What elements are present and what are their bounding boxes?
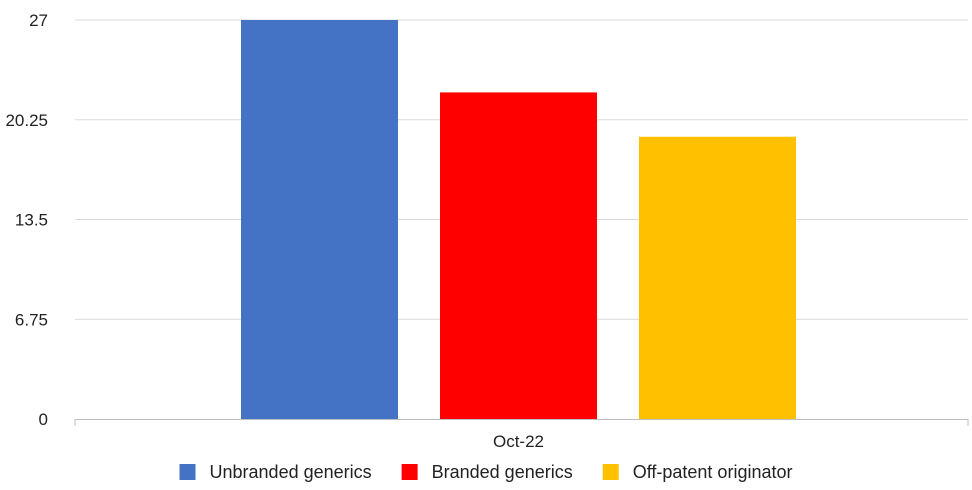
legend-label: Off-patent originator (633, 462, 793, 482)
bar-off-patent-originator (639, 136, 796, 419)
legend-swatch (401, 464, 418, 480)
bar-branded-generics (440, 92, 597, 420)
legend-swatch (179, 464, 196, 480)
bars (241, 20, 796, 420)
y-axis-ticks: 0 6.75 13.5 20.25 27 (5, 11, 48, 429)
y-tick-label: 13.5 (15, 211, 48, 230)
bar-unbranded-generics (241, 20, 398, 419)
legend-label: Branded generics (432, 462, 573, 482)
x-axis-ticks: Oct-22 (74, 419, 969, 451)
legend-item: Unbranded generics (179, 462, 372, 482)
y-tick-label: 20.25 (5, 111, 48, 130)
y-tick-label: 27 (29, 11, 48, 30)
legend-swatch (602, 464, 619, 480)
legend-item: Branded generics (401, 462, 573, 482)
legend-item: Off-patent originator (602, 462, 793, 482)
x-tick-label: Oct-22 (493, 432, 544, 451)
y-tick-label: 0 (39, 410, 48, 429)
legend: Unbranded generics Branded generics Off-pa… (179, 462, 793, 482)
legend-label: Unbranded generics (210, 462, 372, 482)
y-tick-label: 6.75 (15, 310, 48, 329)
